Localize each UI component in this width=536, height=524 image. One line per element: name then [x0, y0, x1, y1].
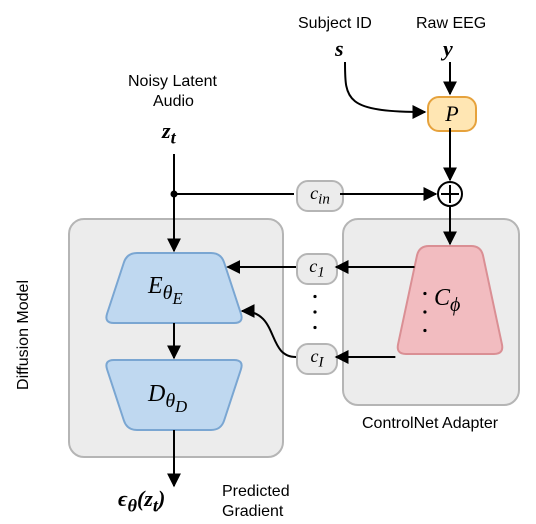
C-label: Cϕ — [434, 284, 460, 317]
diagram-stage: Subject ID Raw EEG s y Noisy Latent Audi… — [0, 0, 536, 524]
svg-layer — [0, 0, 536, 524]
D-label: DθD — [148, 380, 187, 417]
E-label: EθE — [148, 272, 183, 309]
